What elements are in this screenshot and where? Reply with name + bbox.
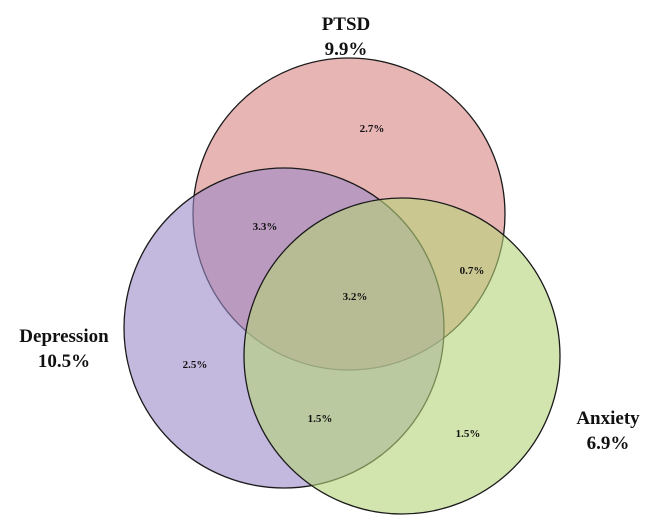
depression-label: Depression — [19, 326, 109, 347]
region-ptsd-only: 2.7% — [360, 123, 385, 135]
region-ptsd-depression: 3.3% — [253, 221, 278, 233]
region-ptsd-anxiety: 0.7% — [460, 265, 485, 277]
region-depression-anxiety: 1.5% — [308, 413, 333, 425]
region-anxiety-only: 1.5% — [456, 428, 481, 440]
anxiety-total: 6.9% — [587, 433, 630, 454]
depression-total: 10.5% — [38, 351, 90, 372]
ptsd-total: 9.9% — [325, 39, 368, 60]
ptsd-label: PTSD — [322, 14, 371, 35]
anxiety-label: Anxiety — [576, 408, 640, 429]
region-depression-only: 2.5% — [183, 359, 208, 371]
anxiety-circle — [243, 197, 561, 515]
region-all-three: 3.2% — [343, 291, 368, 303]
